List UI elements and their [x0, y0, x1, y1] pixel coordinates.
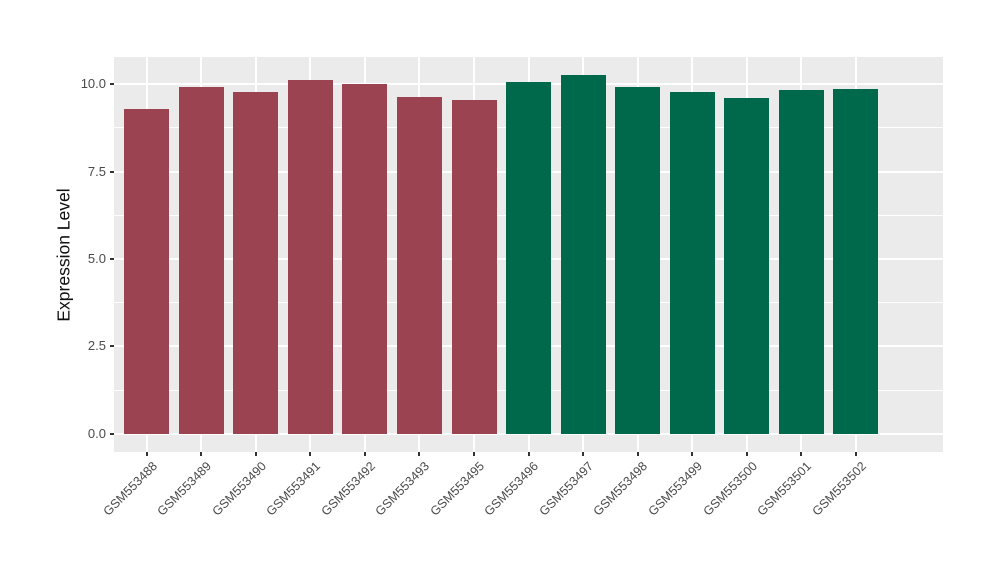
bar-GSM553501 — [778, 90, 824, 434]
x-tick-mark — [527, 452, 530, 456]
x-tick-mark — [582, 452, 584, 456]
x-tick-mark — [636, 452, 639, 456]
bar-GSM553496 — [506, 82, 551, 434]
x-tick-label: GSM553493 — [372, 459, 433, 519]
x-tick-mark — [473, 452, 475, 456]
x-tick-label: GSM553500 — [700, 459, 760, 519]
bar-GSM553490 — [233, 92, 279, 434]
bar-GSM553495 — [451, 100, 497, 434]
x-tick-label: GSM553497 — [536, 459, 596, 519]
plot-panel — [114, 57, 943, 452]
bar-GSM553499 — [669, 92, 715, 434]
bar-GSM553489 — [178, 86, 224, 434]
x-tick-mark — [691, 452, 694, 456]
x-tick-mark — [145, 452, 148, 456]
bar-GSM553492 — [342, 84, 388, 434]
bar-GSM553502 — [833, 89, 879, 434]
x-tick-mark — [854, 452, 857, 456]
x-tick-mark — [363, 452, 366, 456]
bar-GSM553497 — [560, 75, 606, 434]
bar-GSM553500 — [724, 98, 770, 434]
x-tick-label: GSM553502 — [809, 459, 869, 519]
x-tick-label: GSM553491 — [263, 459, 324, 519]
x-tick-mark — [309, 452, 312, 456]
x-tick-label: GSM553490 — [209, 459, 269, 519]
x-tick-label: GSM553489 — [154, 459, 215, 519]
x-tick-mark — [418, 452, 421, 456]
y-tick-mark — [110, 432, 114, 435]
bar-GSM553493 — [396, 97, 442, 434]
x-tick-label: GSM553492 — [318, 459, 378, 519]
bar-GSM553488 — [124, 109, 170, 434]
x-tick-label: GSM553501 — [754, 459, 815, 519]
bar-GSM553491 — [287, 79, 333, 434]
y-tick-mark — [110, 257, 114, 260]
y-tick-mark — [110, 170, 114, 173]
x-tick-label: GSM553488 — [100, 459, 160, 519]
y-tick-mark — [110, 83, 114, 86]
x-tick-mark — [200, 452, 203, 456]
x-tick-mark — [800, 452, 803, 456]
y-tick-label: 10.0 — [80, 76, 106, 92]
x-tick-mark — [745, 452, 748, 456]
y-tick-label: 0.0 — [87, 425, 106, 441]
y-tick-label: 5.0 — [87, 250, 106, 266]
x-tick-label: GSM553495 — [427, 459, 487, 519]
y-tick-label: 2.5 — [87, 338, 106, 354]
y-tick-mark — [110, 345, 114, 348]
x-tick-label: GSM553499 — [645, 459, 705, 519]
y-axis-title: Expression Level — [53, 187, 74, 322]
y-tick-label: 7.5 — [87, 163, 106, 179]
x-tick-mark — [254, 452, 257, 456]
x-tick-label: GSM553498 — [590, 459, 651, 519]
bar-GSM553498 — [615, 86, 661, 434]
x-tick-label: GSM553496 — [481, 459, 542, 519]
